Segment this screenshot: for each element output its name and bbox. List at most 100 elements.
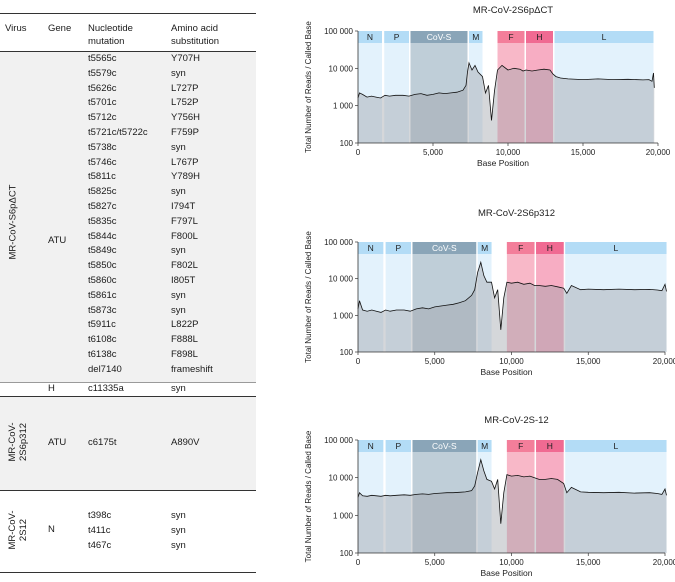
gene-region-P [385,242,411,352]
gene-region-P [385,440,411,553]
header-nucleotide-line1: Nucleotide [88,23,133,34]
x-tick-label: 15,000 [576,558,601,567]
gene-region-CoV-S [412,440,477,553]
nucleotide-mutation: c6175t [88,437,117,448]
gene-label-P: P [394,32,400,42]
gene-label-P: P [395,441,401,451]
gene-region-H [526,31,553,143]
gene-label-N: N [368,243,374,253]
gene-label-N: N [368,441,374,451]
nucleotide-mutation: t467c [88,539,112,551]
group-divider-2 [0,490,256,491]
amino-acid-substitution: syn [171,304,186,316]
amino-acid-substitution: L822P [171,319,199,331]
coverage-line [357,458,667,524]
nucleotide-mutation: t5738c [88,141,117,153]
amino-acid-substitution: F759P [171,127,199,138]
y-tick-label: 1 000 [333,511,354,520]
gene-label-H: H [547,243,553,253]
gene-box-P [384,31,409,43]
nucleotide-mutation: t5835c [88,215,117,227]
coverage-area [358,62,655,143]
amino-acid-substitution: Y707H [171,53,201,64]
chart-title: MR-CoV-2S-12 [484,415,548,426]
coverage-line [357,260,667,330]
gene-label-CoV-S: CoV-S [427,32,452,42]
gene-label-h: H [48,383,55,394]
amino-acid-substitution: A890V [171,437,200,448]
nucleotide-mutation: t5811c [88,171,116,183]
x-tick-label: 5,000 [425,558,446,567]
gene-label-M: M [472,32,479,42]
nucleotide-mutation: t6108c [88,334,117,346]
chart-title: MR-CoV-2S6pΔCT [473,5,553,16]
amino-acid-substitution: Y789H [171,171,201,183]
gene-region-N [358,242,384,352]
x-tick-label: 20,000 [646,148,671,157]
amino-acid-substitution: F802L [171,260,198,272]
gene-box-CoV-S [412,440,477,452]
gene-box-H [536,440,564,452]
amino-acid-substitution: syn [171,289,186,301]
gene-region-L [554,31,654,143]
amino-acid-substitution: syn [171,186,186,198]
x-tick-label: 20,000 [653,558,675,567]
gene-box-N [358,440,384,452]
nucleotide-mutation: t5860c [88,275,117,286]
gene-region-CoV-S [410,31,468,143]
header-nucleotide-line2: mutation [88,36,125,47]
amino-acid-substitution: syn [171,510,186,521]
y-tick-label: 10 000 [329,64,354,73]
amino-acid-substitution: L727P [171,82,199,94]
amino-acid-substitution: syn [171,141,186,153]
amino-acid-substitution: Y756H [171,112,201,124]
gene-label-CoV-S: CoV-S [432,243,457,253]
nucleotide-mutation: t5626c [88,82,117,94]
coverage-line [357,61,655,121]
x-tick-label: 0 [356,558,361,567]
gene-box-L [554,31,654,43]
amino-acid-substitution: F888L [171,334,198,346]
gene-region-M [469,31,483,143]
gene-box-F [506,242,535,254]
gene-label-H: H [536,32,542,42]
gene-box-M [477,242,492,254]
gene-label-H: H [547,441,553,451]
y-tick-label: 10 000 [329,275,354,284]
group-band-2s6p312 [0,397,256,490]
nucleotide-mutation: t5701c [88,97,117,109]
amino-acid-substitution: F898L [171,349,198,360]
y-axis-label: Total Number of Reads / Called Base [304,231,313,363]
gene-box-N [358,31,382,43]
amino-acid-substitution: syn [171,67,186,79]
amino-acid-substitution: L767P [171,156,199,168]
y-axis-label: Total Number of Reads / Called Base [304,430,313,562]
y-tick-label: 100 000 [324,238,353,247]
gene-label-atu-2: ATU [48,437,67,448]
amino-acid-substitution: L752P [171,97,199,109]
header-amino-acid-line1: Amino acid [171,23,218,34]
amino-acid-substitution: F800L [171,230,198,242]
x-tick-label: 5,000 [423,148,444,157]
nucleotide-mutation: t5844c [88,230,117,242]
gene-region-N [358,440,384,553]
nucleotide-mutation: t5579c [88,67,117,79]
table-top-rule [0,13,256,14]
nucleotide-mutation: t5861c [88,289,117,301]
amino-acid-substitution: syn [171,539,186,551]
nucleotide-mutation: t5850c [88,260,117,272]
nucleotide-mutation: del7140 [88,363,122,375]
gene-label-M: M [481,243,488,253]
gene-label-L: L [614,441,619,451]
gene-label-P: P [395,243,401,253]
header-virus: Virus [5,23,27,34]
mutation-table: Virus Gene Nucleotide mutation Amino aci… [0,0,262,582]
gene-box-P [385,440,411,452]
gene-box-F [497,31,525,43]
coverage-area [358,459,667,553]
chart-2: N P CoV-S M F H L 100 1 000 10 000 100 000 0 5,000 10… [304,208,675,377]
x-tick-label: 15,000 [576,357,601,366]
gene-label-F: F [518,441,523,451]
gene-box-L [565,440,667,452]
